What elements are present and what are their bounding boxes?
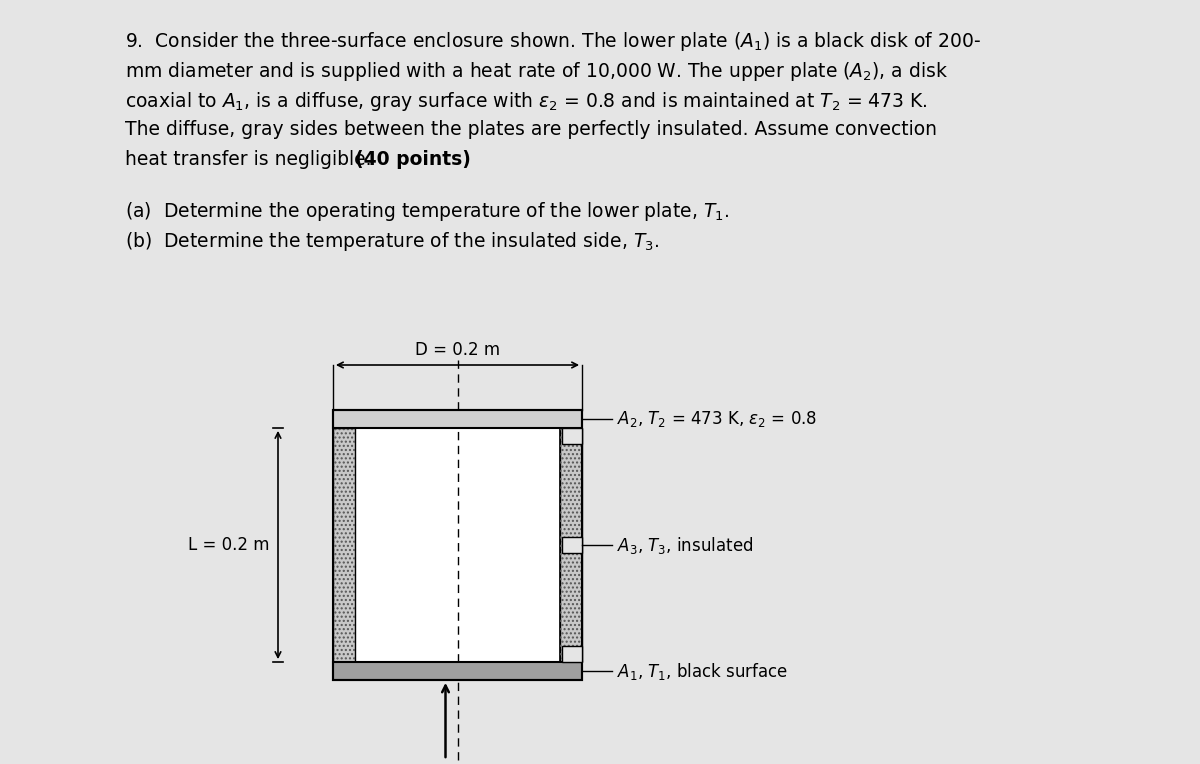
Bar: [562, 537, 582, 553]
Bar: [334, 662, 582, 680]
Text: mm diameter and is supplied with a heat rate of 10,000 W. The upper plate ($A_2$: mm diameter and is supplied with a heat …: [125, 60, 948, 83]
Text: The diffuse, gray sides between the plates are perfectly insulated. Assume conve: The diffuse, gray sides between the plat…: [125, 120, 937, 139]
Bar: [334, 410, 582, 428]
Text: (b)  Determine the temperature of the insulated side, $T_3$.: (b) Determine the temperature of the ins…: [125, 230, 659, 253]
Text: 9.  Consider the three-surface enclosure shown. The lower plate ($A_1$) is a bla: 9. Consider the three-surface enclosure …: [125, 30, 980, 53]
Text: L = 0.2 m: L = 0.2 m: [188, 536, 270, 554]
Bar: [562, 428, 582, 444]
Text: (40 points): (40 points): [355, 150, 470, 169]
Bar: [334, 428, 355, 662]
Bar: [560, 428, 582, 662]
Bar: [562, 646, 582, 662]
Bar: [334, 428, 355, 662]
Text: heat transfer is negligible.: heat transfer is negligible.: [125, 150, 378, 169]
Bar: [560, 428, 582, 662]
Text: $A_1$, $T_1$, black surface: $A_1$, $T_1$, black surface: [617, 661, 788, 681]
Bar: [355, 428, 560, 662]
Text: D = 0.2 m: D = 0.2 m: [415, 341, 500, 359]
Text: coaxial to $A_1$, is a diffuse, gray surface with $\varepsilon_2$ = 0.8 and is m: coaxial to $A_1$, is a diffuse, gray sur…: [125, 90, 928, 113]
Text: $A_3$, $T_3$, insulated: $A_3$, $T_3$, insulated: [617, 535, 754, 555]
Text: $A_2$, $T_2$ = 473 K, $\varepsilon_2$ = 0.8: $A_2$, $T_2$ = 473 K, $\varepsilon_2$ = …: [617, 409, 817, 429]
Text: (a)  Determine the operating temperature of the lower plate, $T_1$.: (a) Determine the operating temperature …: [125, 200, 730, 223]
Bar: [334, 410, 582, 680]
